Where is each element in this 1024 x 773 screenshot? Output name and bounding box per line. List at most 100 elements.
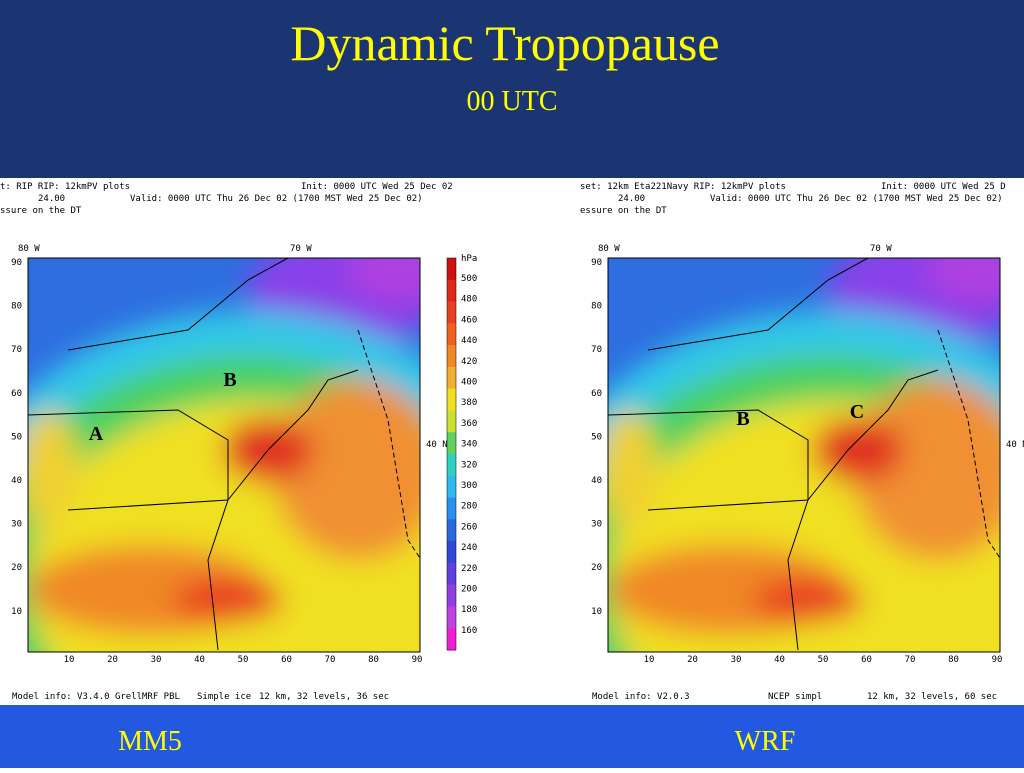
map-frame: [607, 257, 1001, 653]
colorbar-swatch: [447, 410, 456, 433]
colorbar-swatch: [447, 345, 456, 368]
plot-header: t: RIP RIP: 12kmPV plots: [0, 182, 130, 192]
y-tick-label: 10: [591, 607, 602, 617]
state-boundary: [937, 329, 1000, 559]
header-band: [0, 0, 1024, 178]
colorbar-swatch: [447, 388, 456, 411]
colorbar-label: 220: [461, 564, 477, 574]
colorbar-swatch: [447, 584, 456, 607]
y-tick-label: 10: [11, 607, 22, 617]
plot-header: essure on the DT: [580, 206, 667, 216]
colorbar-label: 280: [461, 502, 477, 512]
x-tick-label: 10: [64, 655, 75, 665]
model-info: Model info: V3.4.0 Grell: [12, 692, 142, 702]
plot-header: Init: 0000 UTC Wed 25 D: [881, 182, 1006, 192]
y-tick-label: 60: [11, 389, 22, 399]
x-tick-label: 20: [687, 655, 698, 665]
region-marker: B: [223, 369, 236, 391]
colorbar-label: 180: [461, 605, 477, 615]
plot-header: Valid: 0000 UTC Thu 26 Dec 02 (1700 MST …: [130, 194, 423, 204]
pv-region: [853, 380, 1000, 560]
pv-region: [273, 380, 420, 560]
y-tick-label: 90: [591, 258, 602, 268]
plot-header: 24.00: [38, 194, 65, 204]
model-info: Model info: V2.0.3: [592, 692, 690, 702]
y-tick-label: 40: [591, 476, 602, 486]
pv-region: [928, 258, 1000, 300]
x-tick-label: 50: [238, 655, 249, 665]
colorbar-label: 380: [461, 398, 477, 408]
y-tick-label: 80: [591, 302, 602, 312]
colorbar-swatch: [447, 562, 456, 586]
plot-header: set: 12km Eta221Navy RIP: 12kmPV plots: [580, 182, 786, 192]
state-boundary: [28, 409, 229, 511]
y-tick-label: 20: [591, 563, 602, 573]
colorbar-unit: hPa: [461, 254, 477, 264]
y-tick-label: 70: [11, 345, 22, 355]
map-field: [608, 258, 1000, 652]
map-field: [28, 258, 420, 652]
region-marker: A: [89, 423, 104, 445]
colorbar-label: 420: [461, 357, 477, 367]
colorbar-label: 260: [461, 522, 477, 532]
latitude-label: 40 N: [1006, 440, 1024, 450]
colorbar-label: 500: [461, 274, 477, 284]
x-tick-label: 90: [412, 655, 423, 665]
y-tick-label: 50: [11, 432, 22, 442]
coastline: [787, 369, 939, 651]
model-info: 12 km, 32 levels, 60 sec: [867, 692, 997, 702]
y-tick-label: 30: [591, 520, 602, 530]
pv-region: [813, 418, 903, 482]
model-info: MRF PBL: [142, 692, 180, 702]
slide-title: Dynamic Tropopause: [290, 15, 719, 71]
longitude-label: 70 W: [870, 244, 892, 254]
colorbar-frame: [446, 257, 457, 651]
slide-subtitle: 00 UTC: [467, 86, 558, 117]
colorbar-label: 460: [461, 315, 477, 325]
colorbar-swatch: [447, 497, 456, 520]
x-tick-label: 40: [194, 655, 205, 665]
colorbar-swatch: [447, 454, 456, 477]
model-label: WRF: [735, 726, 796, 757]
colorbar-label: 240: [461, 543, 477, 553]
colorbar-swatch: [447, 628, 456, 651]
plot-header: Init: 0000 UTC Wed 25 Dec 02: [301, 182, 453, 192]
region-marker: B: [736, 408, 749, 430]
y-tick-label: 50: [591, 432, 602, 442]
x-tick-label: 60: [861, 655, 872, 665]
state-boundary: [357, 329, 420, 559]
x-tick-label: 90: [992, 655, 1003, 665]
footer-band: [0, 705, 1024, 768]
colorbar-label: 480: [461, 295, 477, 305]
latitude-label: 40 N: [426, 440, 448, 450]
y-tick-label: 30: [11, 520, 22, 530]
colorbar-label: 160: [461, 626, 477, 636]
colorbar-label: 200: [461, 585, 477, 595]
model-info: NCEP simpl: [768, 692, 822, 702]
x-tick-label: 80: [368, 655, 379, 665]
y-tick-label: 90: [11, 258, 22, 268]
x-tick-label: 70: [325, 655, 336, 665]
map-frame: [27, 257, 421, 653]
x-tick-label: 30: [731, 655, 742, 665]
x-tick-label: 30: [151, 655, 162, 665]
x-tick-label: 20: [107, 655, 118, 665]
y-tick-label: 60: [591, 389, 602, 399]
pv-region: [753, 578, 863, 622]
coastline: [207, 369, 359, 651]
model-label: MM5: [118, 726, 182, 757]
colorbar-swatch: [447, 432, 456, 455]
y-tick-label: 80: [11, 302, 22, 312]
x-tick-label: 80: [948, 655, 959, 665]
region-marker: C: [850, 401, 864, 423]
state-boundary: [67, 258, 289, 351]
state-boundary: [608, 409, 809, 511]
model-info: 12 km, 32 levels, 36 sec: [259, 692, 389, 702]
x-tick-label: 70: [905, 655, 916, 665]
plot-header: ssure on the DT: [0, 206, 82, 216]
colorbar-label: 340: [461, 440, 477, 450]
colorbar-label: 400: [461, 378, 477, 388]
longitude-label: 70 W: [290, 244, 312, 254]
